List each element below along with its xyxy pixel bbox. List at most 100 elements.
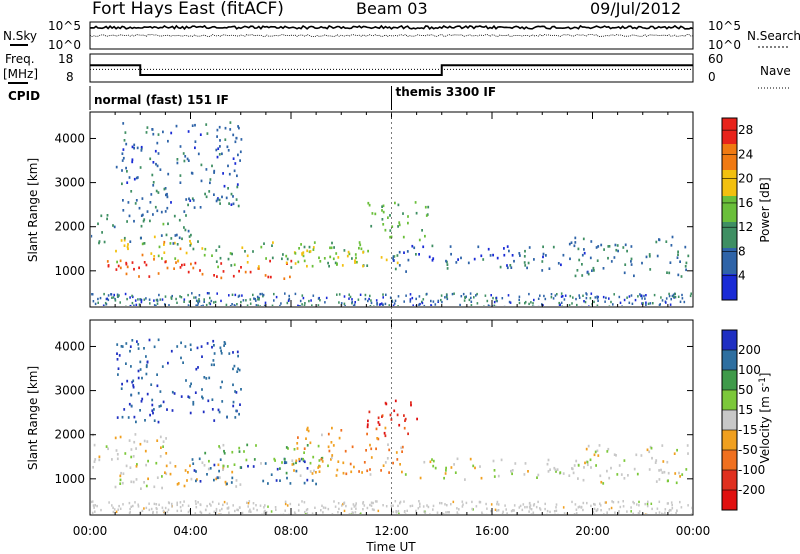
- ground-scatter-cell: [171, 502, 173, 506]
- scatter-cell: [199, 206, 202, 209]
- ground-scatter-cell: [239, 506, 241, 509]
- scatter-cell: [189, 343, 192, 347]
- ground-scatter-cell: [418, 303, 420, 306]
- scatter-cell: [328, 449, 331, 453]
- scatter-cell: [116, 260, 118, 264]
- scatter-cell: [192, 400, 195, 404]
- scatter-cell: [396, 254, 399, 257]
- scatter-cell: [123, 408, 126, 411]
- ground-scatter-cell: [464, 296, 467, 299]
- scatter-cell: [526, 266, 528, 270]
- scatter-cell: [666, 460, 669, 464]
- ground-scatter-cell: [405, 294, 407, 297]
- ground-scatter-cell: [391, 300, 394, 303]
- scatter-cell: [143, 347, 145, 350]
- ground-scatter-cell: [646, 502, 649, 506]
- ground-scatter-cell: [214, 300, 217, 304]
- ground-scatter-cell: [637, 295, 639, 298]
- ground-scatter-cell: [460, 295, 463, 298]
- scatter-cell: [661, 471, 664, 474]
- scatter-cell: [388, 448, 391, 452]
- scatter-cell: [524, 249, 526, 253]
- scatter-cell: [668, 271, 671, 275]
- ground-scatter-cell: [125, 305, 127, 306]
- scatter-cell: [260, 462, 262, 465]
- scatter-cell: [306, 249, 309, 253]
- scatter-cell: [141, 197, 144, 200]
- scatter-cell: [576, 269, 579, 272]
- ground-scatter-cell: [618, 510, 620, 513]
- colorbar-segment: [722, 450, 737, 471]
- ground-scatter-cell: [403, 300, 405, 303]
- scatter-cell: [388, 471, 390, 474]
- scatter-cell: [145, 365, 148, 369]
- ground-scatter-cell: [334, 505, 337, 508]
- ground-scatter-cell: [528, 505, 531, 508]
- ground-scatter-cell: [369, 294, 371, 298]
- ground-scatter-cell: [282, 513, 285, 514]
- scatter-cell: [126, 220, 128, 223]
- y-tick-label: 1000: [54, 472, 85, 486]
- ground-scatter-cell: [537, 500, 539, 504]
- scatter-cell: [97, 222, 99, 226]
- scatter-cell: [119, 482, 122, 485]
- scatter-cell: [239, 403, 241, 406]
- scatter-cell: [185, 251, 188, 255]
- ground-scatter-cell: [392, 504, 394, 507]
- scatter-cell: [596, 259, 599, 262]
- ground-scatter-cell: [399, 502, 401, 505]
- scatter-cell: [285, 261, 288, 265]
- scatter-cell: [116, 416, 119, 419]
- scatter-cell: [249, 270, 252, 274]
- scatter-cell: [117, 367, 120, 370]
- ground-scatter-cell: [223, 500, 226, 504]
- y-tick-label: 3000: [54, 176, 85, 190]
- ground-scatter-cell: [321, 504, 323, 507]
- scatter-cell: [411, 244, 414, 248]
- ground-scatter-cell: [493, 304, 496, 306]
- ground-scatter-cell: [208, 512, 211, 514]
- ground-scatter-cell: [569, 294, 572, 298]
- ground-scatter-cell: [343, 502, 345, 505]
- ground-scatter-cell: [572, 296, 574, 299]
- scatter-cell: [592, 266, 595, 270]
- ground-scatter-cell: [320, 509, 322, 512]
- ground-scatter-cell: [204, 508, 207, 512]
- scatter-cell: [227, 149, 230, 152]
- cpid-segment-1: normal (fast) 151 IF: [94, 93, 229, 107]
- scatter-cell: [407, 432, 409, 436]
- ground-scatter-cell: [465, 501, 468, 505]
- ground-scatter-cell: [530, 301, 532, 304]
- scatter-cell: [121, 182, 123, 186]
- ground-scatter-cell: [599, 502, 601, 505]
- scatter-cell: [101, 231, 103, 234]
- scatter-cell: [396, 413, 399, 417]
- scatter-cell: [329, 246, 331, 250]
- scatter-cell: [189, 411, 192, 415]
- ground-scatter-cell: [490, 294, 492, 297]
- ground-scatter-cell: [418, 295, 421, 298]
- ground-scatter-cell: [564, 294, 567, 297]
- scatter-cell: [157, 152, 160, 155]
- scatter-cell: [119, 435, 122, 439]
- scatter-cell: [306, 444, 309, 447]
- scatter-cell: [403, 414, 405, 417]
- ground-scatter-cell: [415, 509, 417, 513]
- ground-scatter-cell: [539, 507, 541, 510]
- scatter-cell: [311, 472, 314, 475]
- ground-scatter-cell: [417, 507, 420, 510]
- ground-scatter-cell: [646, 504, 649, 508]
- ground-scatter-cell: [255, 304, 258, 306]
- scatter-cell: [302, 457, 304, 461]
- ground-scatter-cell: [304, 302, 306, 305]
- scatter-cell: [351, 445, 354, 449]
- scatter-cell: [431, 244, 434, 248]
- scatter-cell: [524, 264, 527, 267]
- ground-scatter-cell: [571, 500, 573, 504]
- nsearch-label: N.Search: [747, 29, 800, 43]
- scatter-cell: [246, 261, 249, 264]
- scatter-cell: [590, 466, 592, 469]
- scatter-cell: [167, 361, 169, 365]
- ground-scatter-cell: [596, 508, 599, 511]
- colorbar-tick-label: 12: [738, 220, 753, 234]
